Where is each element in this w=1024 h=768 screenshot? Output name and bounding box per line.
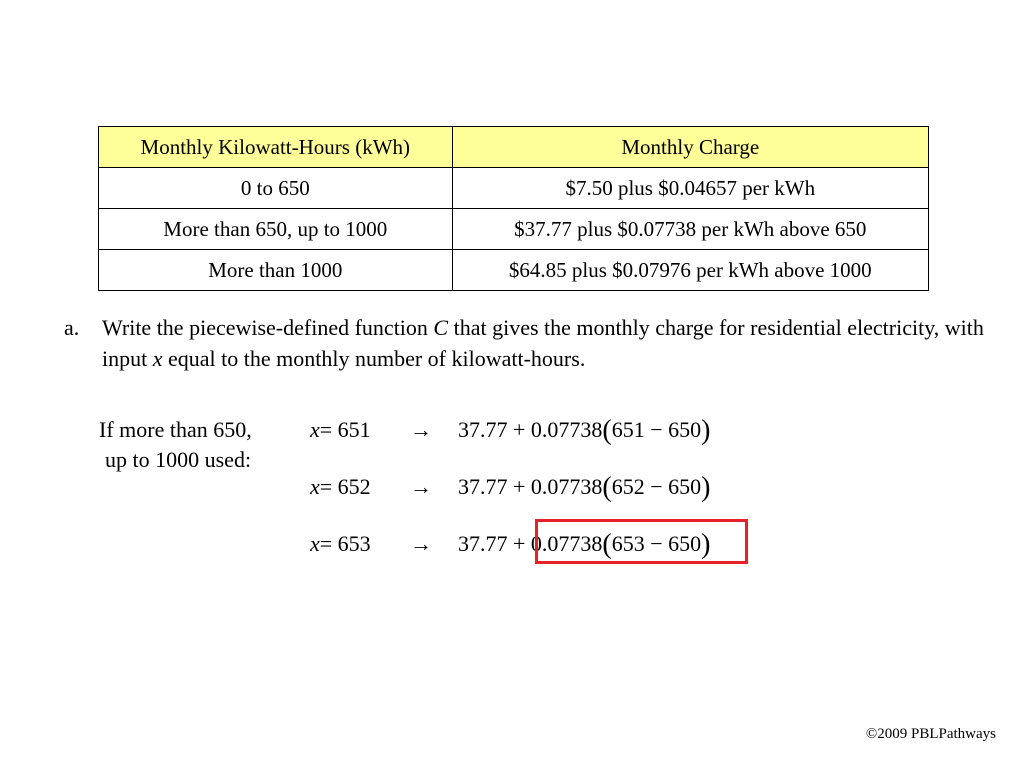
rate-table: Monthly Kilowatt-Hours (kWh) Monthly Cha…	[98, 126, 930, 291]
arrow-icon: →	[410, 531, 432, 556]
equation-var: x	[310, 531, 320, 556]
cell-charge: $7.50 plus $0.04657 per kWh	[451, 167, 930, 209]
left-paren-icon: (	[602, 472, 612, 503]
equation-lhs: x = 651	[310, 415, 410, 445]
cell-charge: $64.85 plus $0.07976 per kWh above 1000	[451, 249, 930, 291]
equation-var: x	[310, 474, 320, 499]
header-kwh: Monthly Kilowatt-Hours (kWh)	[98, 126, 453, 168]
table-header-row: Monthly Kilowatt-Hours (kWh) Monthly Cha…	[98, 126, 930, 168]
question-text-part: equal to the monthly number of kilowatt-…	[162, 346, 586, 371]
condition-line: If more than 650,	[99, 417, 252, 442]
variable-x: x	[152, 346, 163, 371]
variable-c: C	[433, 315, 449, 340]
equation-lhs: x = 653	[310, 529, 410, 559]
question-a: a. Write the piecewise-defined function …	[64, 312, 984, 374]
right-paren-icon: )	[701, 415, 711, 446]
question-text: Write the piecewise-defined function C t…	[102, 312, 984, 374]
arrow-icon: →	[410, 417, 432, 442]
equation-var: x	[310, 417, 320, 442]
highlight-box	[535, 519, 748, 564]
right-paren-icon: )	[701, 472, 711, 503]
condition-label: If more than 650, up to 1000 used:	[99, 415, 252, 475]
table-row: More than 650, up to 1000 $37.77 plus $0…	[98, 208, 930, 250]
equation-inner: 652 − 650	[611, 474, 702, 499]
equation-value: = 652	[319, 474, 371, 499]
equation-expression: 37.77 + 0.07738	[458, 531, 603, 556]
cell-kwh: More than 650, up to 1000	[98, 208, 453, 250]
question-marker: a.	[64, 315, 80, 340]
left-paren-icon: (	[602, 529, 612, 560]
left-paren-icon: (	[602, 415, 612, 446]
equation-expression: 37.77 + 0.07738	[458, 417, 603, 442]
cell-kwh: More than 1000	[98, 249, 453, 291]
copyright-footer: ©2009 PBLPathways	[865, 726, 996, 742]
equation-value: = 653	[319, 531, 371, 556]
header-charge: Monthly Charge	[451, 126, 930, 168]
equation-lhs: x = 652	[310, 472, 410, 502]
cell-charge: $37.77 plus $0.07738 per kWh above 650	[451, 208, 930, 250]
question-text-part: Write the piecewise-defined function	[102, 315, 434, 340]
table-row: 0 to 650 $7.50 plus $0.04657 per kWh	[98, 167, 930, 209]
equation-row: x = 651 → 37.77 + 0.07738(651 − 650)	[310, 415, 711, 445]
cell-kwh: 0 to 650	[98, 167, 453, 209]
arrow-icon: →	[410, 474, 432, 499]
table-row: More than 1000 $64.85 plus $0.07976 per …	[98, 249, 930, 291]
question-text-part: that gives the monthly charge for reside…	[102, 315, 984, 371]
condition-line: up to 1000 used:	[105, 447, 252, 472]
equation-row: x = 653 → 37.77 + 0.07738(653 − 650)	[310, 529, 711, 559]
equation-inner: 651 − 650	[611, 417, 702, 442]
equation-inner: 653 − 650	[611, 531, 702, 556]
equation-value: = 651	[319, 417, 371, 442]
equation-row: x = 652 → 37.77 + 0.07738(652 − 650)	[310, 472, 711, 502]
right-paren-icon: )	[701, 529, 711, 560]
equation-expression: 37.77 + 0.07738	[458, 474, 603, 499]
